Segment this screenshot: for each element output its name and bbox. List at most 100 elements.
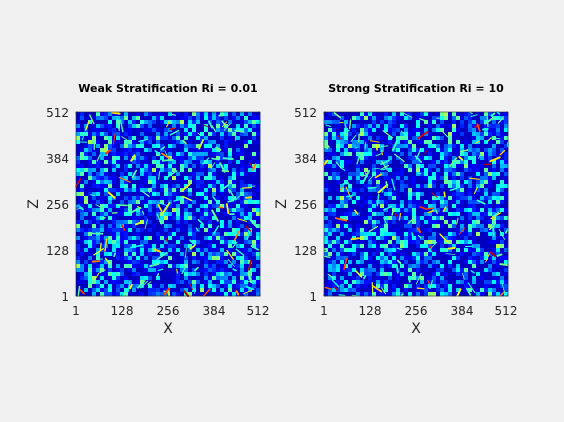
heatmap-cell (168, 252, 173, 257)
heatmap-cell (492, 208, 497, 213)
heatmap-cell (232, 252, 237, 257)
heatmap-cell (252, 292, 257, 297)
heatmap-cell (340, 164, 345, 169)
heatmap-cell (432, 248, 437, 253)
heatmap-cell (380, 252, 385, 257)
heatmap-cell (408, 168, 413, 173)
heatmap-cell (148, 248, 153, 253)
heatmap-cell (208, 236, 213, 241)
heatmap-cell (192, 164, 197, 169)
heatmap-cell (496, 252, 501, 257)
heatmap-cell (372, 196, 377, 201)
heatmap-cell (420, 148, 425, 153)
heatmap-cell (392, 112, 397, 117)
heatmap-cell (136, 288, 141, 293)
heatmap-cell (252, 272, 257, 277)
heatmap-cell (484, 236, 489, 241)
heatmap-cell (80, 164, 85, 169)
heatmap-cell (104, 224, 109, 229)
heatmap-cell (428, 240, 433, 245)
heatmap-cell (168, 244, 173, 249)
heatmap-cell (124, 164, 129, 169)
heatmap-cell (356, 168, 361, 173)
heatmap-cell (412, 136, 417, 141)
heatmap-cell (412, 148, 417, 153)
heatmap-cell (252, 252, 257, 257)
heatmap-cell (136, 208, 141, 213)
heatmap-cell (392, 160, 397, 165)
heatmap-cell (348, 192, 353, 197)
heatmap-cell (156, 180, 161, 185)
heatmap-cell (136, 228, 141, 233)
heatmap-cell (396, 208, 401, 213)
heatmap-cell (224, 116, 229, 121)
heatmap-cell (372, 208, 377, 213)
heatmap-cell (420, 252, 425, 257)
heatmap-cell (212, 228, 217, 233)
heatmap-cell (448, 288, 453, 293)
heatmap-cell (176, 168, 181, 173)
heatmap-cell (160, 124, 165, 129)
heatmap-cell (460, 124, 465, 129)
heatmap-streak (354, 269, 363, 278)
heatmap-cell (232, 272, 237, 277)
heatmap-cell (208, 264, 213, 269)
heatmap-streak (492, 211, 500, 218)
heatmap-cell (176, 152, 181, 157)
heatmap-cell (496, 292, 501, 297)
heatmap-cell (488, 140, 493, 145)
heatmap-streak (99, 242, 102, 252)
heatmap-cell (124, 276, 129, 281)
heatmap-cell (112, 168, 117, 173)
heatmap-streak (197, 219, 204, 225)
heatmap-cell (332, 260, 337, 265)
heatmap-cell (504, 128, 509, 133)
heatmap-cell (136, 256, 141, 261)
heatmap-cell (128, 132, 133, 137)
heatmap-cell (384, 244, 389, 249)
heatmap-cell (500, 192, 505, 197)
heatmap-cell (500, 256, 505, 261)
heatmap-cell (232, 176, 237, 181)
heatmap-streak (465, 287, 472, 296)
heatmap-cell (328, 144, 333, 149)
heatmap-cell (144, 264, 149, 269)
heatmap-cell (464, 120, 469, 125)
heatmap-cell (468, 180, 473, 185)
heatmap-cell (200, 120, 205, 125)
heatmap-cell (500, 176, 505, 181)
heatmap-cell (492, 128, 497, 133)
y-tick-labels: 512 384 256 128 1 (46, 106, 69, 304)
heatmap-cell (396, 248, 401, 253)
heatmap-cell (184, 140, 189, 145)
heatmap-cell (408, 272, 413, 277)
heatmap-cell (444, 224, 449, 229)
heatmap-cell (140, 176, 145, 181)
heatmap-cell (200, 240, 205, 245)
y-tick-label: 256 (294, 198, 317, 212)
heatmap-cell (356, 288, 361, 293)
heatmap-cell (472, 224, 477, 229)
heatmap-cell (436, 252, 441, 257)
heatmap-cell (76, 152, 81, 157)
heatmap-cell (388, 292, 393, 297)
heatmap-cell (104, 236, 109, 241)
heatmap-cell (192, 220, 197, 225)
heatmap-cell (196, 184, 201, 189)
heatmap-streak (210, 162, 216, 170)
heatmap-cell (460, 208, 465, 213)
heatmap-cell (104, 216, 109, 221)
heatmap-cell (352, 168, 357, 173)
heatmap-cell (180, 292, 185, 297)
heatmap-cell (200, 208, 205, 213)
heatmap-cell (456, 128, 461, 133)
heatmap-cell (420, 264, 425, 269)
heatmap-cell (400, 124, 405, 129)
heatmap-cell (184, 132, 189, 137)
heatmap-cell (172, 188, 177, 193)
heatmap-cell (336, 224, 341, 229)
heatmap-cell (180, 248, 185, 253)
heatmap-cell (380, 264, 385, 269)
heatmap-cell (120, 116, 125, 121)
heatmap-cell (216, 244, 221, 249)
